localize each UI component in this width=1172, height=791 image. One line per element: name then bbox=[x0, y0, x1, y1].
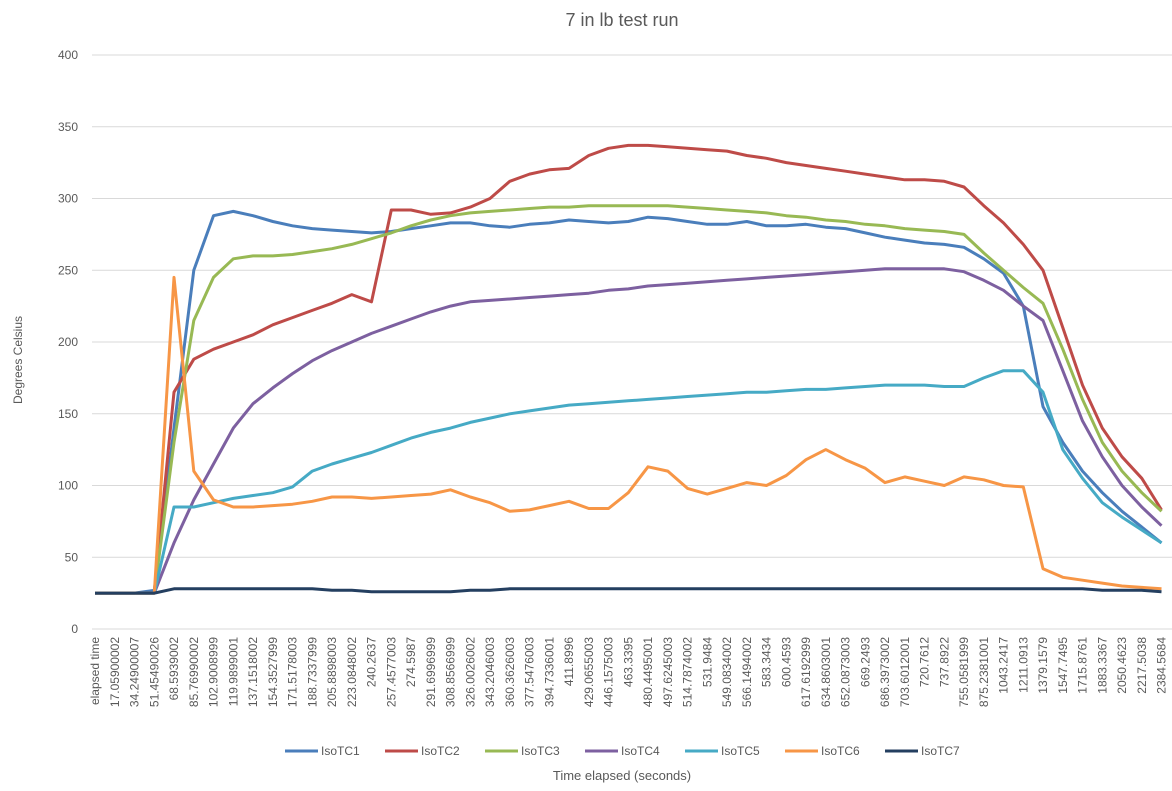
y-tick-label: 50 bbox=[65, 550, 79, 564]
y-tick-label: 200 bbox=[58, 335, 78, 349]
x-tick-label: 514.7874002 bbox=[681, 637, 695, 707]
x-tick-label: 2217.5038 bbox=[1135, 637, 1149, 694]
y-tick-label: 300 bbox=[58, 192, 78, 206]
x-tick-label: 463.3395 bbox=[621, 637, 635, 687]
x-tick-label: 274.5987 bbox=[404, 637, 418, 687]
x-tick-label: 85.76990002 bbox=[187, 637, 201, 707]
x-tick-label: 119.9899001 bbox=[226, 637, 240, 707]
x-tick-label: 720.7612 bbox=[918, 637, 932, 687]
x-tick-label: 1715.8761 bbox=[1076, 637, 1090, 694]
x-tick-label: 188.7337999 bbox=[305, 637, 319, 707]
x-tick-label: 1211.0913 bbox=[1016, 637, 1030, 693]
x-tick-label: 1379.1579 bbox=[1036, 637, 1050, 694]
x-tick-label: 154.3527999 bbox=[266, 637, 280, 707]
x-tick-label: 171.5178003 bbox=[286, 637, 300, 707]
x-tick-label: 2050.4623 bbox=[1115, 637, 1129, 694]
x-tick-label: 497.6245003 bbox=[661, 637, 675, 707]
legend-label: IsoTC7 bbox=[921, 744, 960, 758]
line-series bbox=[95, 275, 1162, 595]
x-tick-label: 600.4593 bbox=[779, 637, 793, 687]
y-tick-label: 100 bbox=[58, 479, 78, 493]
legend-label: IsoTC5 bbox=[721, 744, 760, 758]
x-tick-label: 68.5939002 bbox=[167, 637, 181, 701]
x-tick-label: 531.9484 bbox=[700, 637, 714, 687]
x-tick-label: 1547.7495 bbox=[1056, 637, 1070, 694]
x-tick-label: 686.3973002 bbox=[878, 637, 892, 707]
x-tick-label: 617.6192999 bbox=[799, 637, 813, 707]
x-tick-label: elapsed time bbox=[88, 637, 102, 705]
x-tick-label: 34.24900007 bbox=[128, 637, 142, 707]
x-tick-label: 102.9008999 bbox=[207, 637, 221, 707]
x-tick-label: 652.0873003 bbox=[839, 637, 853, 707]
y-tick-label: 150 bbox=[58, 407, 78, 421]
line-series bbox=[95, 143, 1163, 595]
x-tick-label: 549.0834002 bbox=[720, 637, 734, 707]
line-series bbox=[95, 209, 1163, 595]
x-tick-label: 308.8566999 bbox=[444, 637, 458, 707]
x-tick-label: 411.8996 bbox=[562, 637, 576, 686]
line-series bbox=[95, 267, 1163, 595]
line-series bbox=[95, 204, 1163, 595]
y-tick-label: 0 bbox=[71, 622, 78, 636]
x-tick-label: 343.2046003 bbox=[483, 637, 497, 707]
legend-label: IsoTC4 bbox=[621, 744, 660, 758]
legend-label: IsoTC6 bbox=[821, 744, 860, 758]
x-tick-label: 737.8922 bbox=[937, 637, 951, 687]
x-tick-label: 1883.3367 bbox=[1095, 637, 1109, 694]
x-tick-label: 394.7336001 bbox=[542, 637, 556, 707]
x-tick-label: 446.1575003 bbox=[602, 637, 616, 707]
legend-label: IsoTC1 bbox=[321, 744, 360, 758]
x-tick-label: 291.6996999 bbox=[424, 637, 438, 707]
x-tick-label: 257.4577003 bbox=[384, 637, 398, 707]
x-tick-label: 360.3626003 bbox=[503, 637, 517, 707]
y-axis-title: Degrees Celsius bbox=[11, 316, 25, 404]
x-tick-label: 875.2381001 bbox=[977, 637, 991, 707]
x-tick-label: 326.0026002 bbox=[463, 637, 477, 707]
x-tick-label: 1043.2417 bbox=[997, 637, 1011, 694]
x-tick-label: 634.8603001 bbox=[819, 637, 833, 707]
x-tick-label: 755.0581999 bbox=[957, 637, 971, 707]
y-tick-label: 250 bbox=[58, 263, 78, 277]
x-tick-label: 429.0655003 bbox=[582, 637, 596, 707]
chart-title: 7 in lb test run bbox=[565, 10, 678, 30]
x-tick-label: 583.3434 bbox=[760, 637, 774, 687]
line-series bbox=[95, 369, 1163, 595]
x-tick-label: 240.2637 bbox=[365, 637, 379, 687]
x-tick-label: 51.45490026 bbox=[147, 637, 161, 707]
x-tick-label: 2384.5684 bbox=[1155, 637, 1169, 694]
x-tick-label: 703.6012001 bbox=[898, 637, 912, 707]
x-tick-label: 480.4495001 bbox=[641, 637, 655, 707]
legend-label: IsoTC3 bbox=[521, 744, 560, 758]
y-tick-label: 350 bbox=[58, 120, 78, 134]
legend-label: IsoTC2 bbox=[421, 744, 460, 758]
x-tick-label: 137.1518002 bbox=[246, 637, 260, 707]
x-tick-label: 223.0848002 bbox=[345, 637, 359, 707]
x-tick-label: 17.05900002 bbox=[108, 637, 122, 707]
x-tick-label: 566.1494002 bbox=[740, 637, 754, 707]
y-tick-label: 400 bbox=[58, 48, 78, 62]
x-tick-label: 669.2493 bbox=[858, 637, 872, 687]
x-tick-label: 377.5476003 bbox=[523, 637, 537, 707]
x-tick-label: 205.8898003 bbox=[325, 637, 339, 707]
line-series bbox=[95, 587, 1162, 595]
x-axis-title: Time elapsed (seconds) bbox=[553, 768, 691, 783]
